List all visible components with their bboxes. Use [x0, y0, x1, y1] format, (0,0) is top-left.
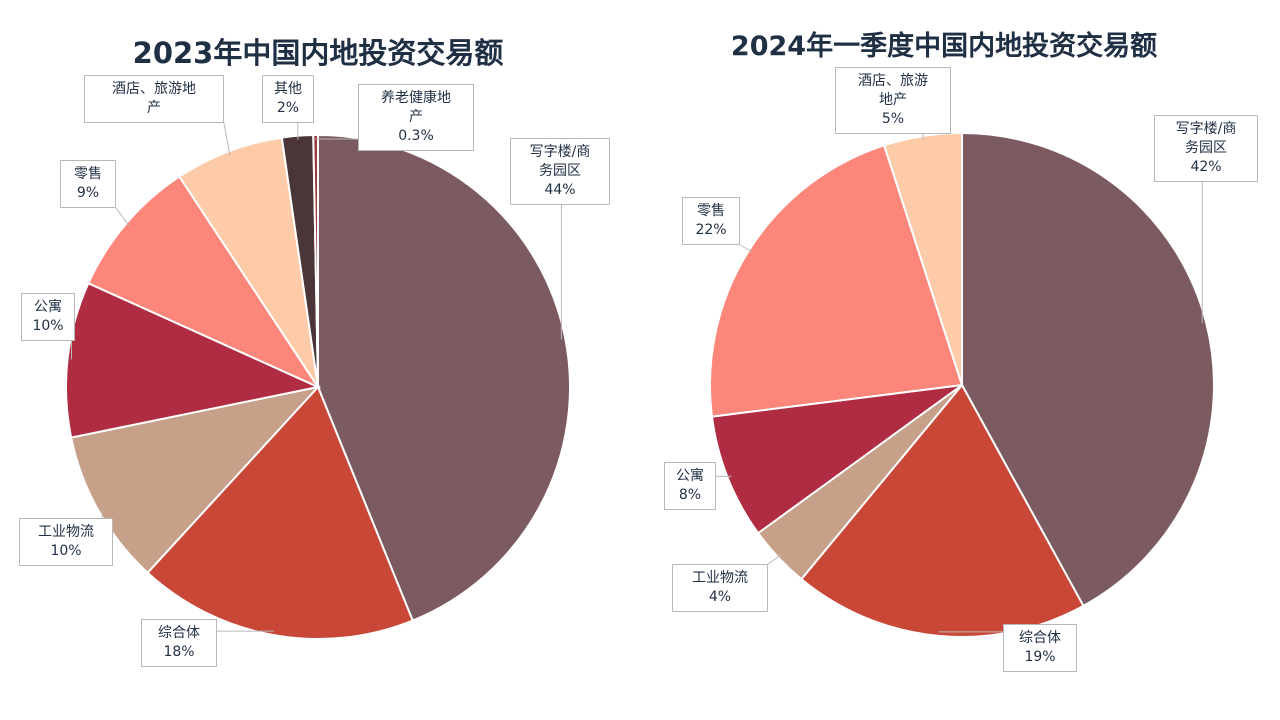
chart-title-2024q1: 2024年一季度中国内地投资交易额 [730, 31, 1158, 62]
data-label: 酒店、旅游 地产 5% [835, 67, 951, 134]
slice-name: 综合体 [1019, 630, 1061, 646]
slice-name: 公寓 [34, 299, 62, 315]
pie-slice [177, 136, 319, 388]
slice-value: 8% [678, 487, 702, 503]
slice-value: 42% [1190, 159, 1222, 175]
slice-name: 酒店、旅游 地产 [858, 73, 928, 108]
leader-line [739, 244, 753, 253]
pie-slice [710, 384, 963, 535]
pie-slice [87, 175, 321, 390]
pie-1 [709, 131, 1215, 638]
data-label: 酒店、旅游地 产 [84, 75, 224, 123]
data-label: 养老健康地 产 0.3% [358, 84, 474, 151]
pie-slice [961, 131, 1215, 608]
slice-name: 公寓 [676, 468, 704, 484]
slice-name: 酒店、旅游地 产 [112, 81, 196, 116]
pie-slice [317, 133, 571, 622]
pie-slice [65, 281, 322, 439]
slice-name: 综合体 [158, 625, 200, 641]
slice-value: 10% [32, 318, 64, 334]
data-label: 写字楼/商 务园区 44% [510, 138, 610, 205]
slice-name: 写字楼/商 务园区 [529, 144, 591, 179]
slice-name: 写字楼/商 务园区 [1175, 121, 1237, 156]
slice-name: 其他 [274, 81, 302, 97]
slice-value: 44% [544, 182, 576, 198]
slice-value: 22% [695, 222, 727, 238]
slice-value: 9% [76, 185, 100, 201]
data-label: 其他 2% [262, 75, 314, 123]
slice-value: 0.3% [398, 128, 434, 144]
data-label: 综合体 18% [141, 619, 217, 667]
data-label: 写字楼/商 务园区 42% [1154, 115, 1258, 182]
leader-line [223, 122, 231, 156]
pie-0 [65, 133, 571, 640]
slice-value: 2% [276, 100, 300, 116]
slice-name: 零售 [74, 166, 102, 182]
slice-value: 18% [163, 644, 195, 660]
slice-value: 5% [881, 111, 905, 127]
slice-value: 19% [1024, 649, 1056, 665]
data-label: 公寓 8% [664, 462, 716, 510]
slice-name: 零售 [697, 203, 725, 219]
slice-value: 4% [708, 589, 732, 605]
slice-value: 10% [50, 543, 82, 559]
chart-title-2023: 2023年中国内地投资交易额 [132, 36, 504, 70]
pie-slice [882, 131, 963, 386]
pie-slice [146, 385, 415, 640]
data-label: 工业物流 4% [672, 564, 768, 612]
slice-name: 养老健康地 产 [381, 90, 451, 125]
data-label: 公寓 10% [21, 293, 75, 341]
pie-slice [312, 133, 319, 388]
data-label: 工业物流 10% [19, 518, 113, 566]
slice-name: 工业物流 [692, 570, 748, 586]
data-label: 综合体 19% [1003, 624, 1077, 672]
leader-line [115, 207, 130, 227]
data-label: 零售 9% [60, 160, 116, 208]
leader-line [767, 554, 782, 565]
pie-slice [799, 383, 1085, 638]
pie-slice [69, 385, 321, 575]
slice-name: 工业物流 [38, 524, 94, 540]
data-label: 零售 22% [682, 197, 740, 245]
